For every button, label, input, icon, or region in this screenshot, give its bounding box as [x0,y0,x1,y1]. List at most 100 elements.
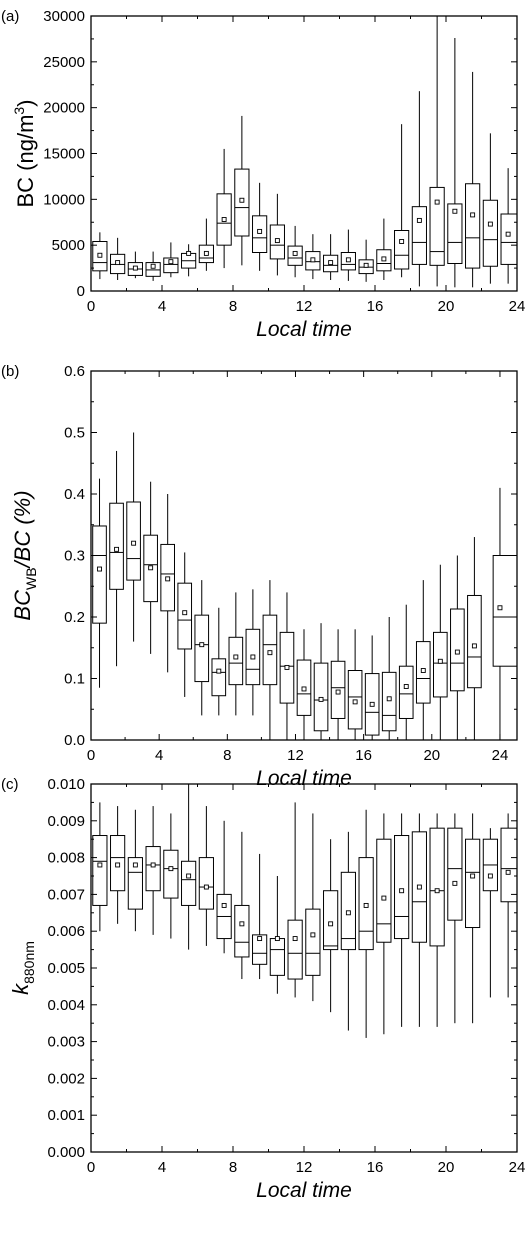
mean-marker [301,686,307,692]
x-tick-label: 16 [355,747,372,764]
mean-marker [452,880,458,886]
mean-marker [505,231,511,237]
y-tick-label: 0.3 [64,548,85,565]
y-tick-label: 30000 [43,8,85,25]
mean-marker [434,199,440,205]
mean-marker [150,263,156,269]
iqr-box [234,904,250,958]
x-tick-label: 20 [423,747,440,764]
mean-marker [399,888,405,894]
panel-c: (c) 0.000 0.001 0.002 0.003 0.004 0.005 0.006 0.… [1,776,525,1202]
y-tick-label: 5000 [52,237,85,254]
iqr-box [340,252,356,271]
iqr-box [467,594,482,689]
iqr-box [234,168,250,237]
box-5 [181,784,197,950]
mean-marker [257,936,263,942]
mean-marker [203,250,209,256]
box-series [92,16,517,288]
iqr-box [269,938,285,976]
mean-marker [165,576,171,582]
box-13 [323,839,339,1013]
panel-a: (a) 0 5000 10000 15000 20000 25000 30000 0 4 8 12 16… [1,8,525,341]
box-4 [163,242,179,278]
mean-marker [267,650,273,656]
box-5 [177,552,193,697]
mean-marker [310,932,316,938]
iqr-box [465,183,481,269]
y-tick-label: 15000 [43,146,85,163]
y-tick-label: 0.1 [64,671,85,688]
mean-marker [284,664,290,670]
mean-marker [437,658,443,664]
box-22 [467,537,482,740]
mean-marker [345,910,351,916]
box-19 [429,813,445,1027]
iqr-box [163,849,179,899]
mean-marker [131,540,137,546]
box-series [92,432,517,740]
box-0 [92,802,108,932]
box-16 [364,635,380,740]
x-tick-label: 0 [87,1159,95,1176]
box-9 [252,853,268,980]
x-tick-label: 8 [229,298,237,315]
box-15 [358,809,374,1038]
iqr-box [252,215,268,253]
mean-marker [381,895,387,901]
mean-marker [487,221,493,227]
iqr-box [279,631,295,704]
mean-marker [497,605,503,611]
mean-marker [97,252,103,258]
box-19 [429,16,445,287]
box-22 [482,133,498,284]
iqr-box [269,224,285,260]
x-tick-label: 0 [87,298,95,315]
mean-marker [168,866,174,872]
y-tick-label: 0.6 [64,363,85,380]
iqr-box [228,636,244,686]
box-4 [160,494,175,673]
box-12 [305,813,321,1002]
box-15 [347,629,363,740]
x-tick-label: 8 [223,747,231,764]
mean-marker [403,684,409,689]
mean-marker [318,696,324,702]
mean-marker [310,257,316,263]
mean-marker [470,212,476,218]
iqr-box [305,908,321,976]
box-18 [398,604,414,740]
mean-marker [335,689,341,695]
plot-frame [90,783,518,1153]
iqr-box [492,555,517,667]
box-3 [145,251,161,281]
iqr-box [323,890,339,951]
box-15 [358,239,374,282]
y-axis-label-tail: ) [13,99,38,106]
box-6 [198,806,214,946]
iqr-box [358,857,374,951]
y-axis-label-sub: 880nm [21,941,37,984]
x-tick-label: 12 [296,1159,313,1176]
iqr-box [198,857,214,910]
x-axis-label: Local time [256,1179,352,1202]
box-6 [198,218,214,271]
mean-marker [97,862,103,868]
box-14 [330,629,346,740]
box-9 [245,589,261,716]
y-axis-label-sub: WB [23,567,39,590]
box-13 [323,234,339,280]
x-tick-label: 24 [509,298,526,315]
mean-marker [434,888,440,894]
iqr-box [415,641,431,704]
panel-label: (b) [1,363,19,380]
y-tick-label: 0.010 [47,776,85,793]
mean-marker [292,250,298,256]
mean-marker [454,649,460,655]
y-tick-label: 20000 [43,100,85,117]
iqr-box [92,241,108,272]
y-tick-label: 0.2 [64,609,85,626]
mean-marker [186,250,192,256]
y-axis-label-main: BC (ng/m [13,115,38,208]
